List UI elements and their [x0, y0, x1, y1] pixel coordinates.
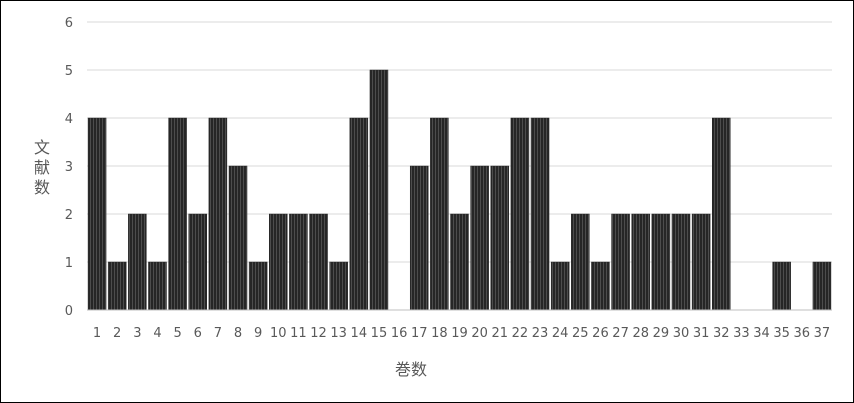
- x-tick-label: 5: [173, 326, 181, 341]
- x-axis-tick-labels: 1 2 3 4 5 6 7 8 9 10 11 12 13 14 15 16 17 18 19 20 21 22 23 24 2…: [93, 326, 830, 341]
- x-tick-label: 18: [431, 326, 448, 341]
- bar: [691, 213, 711, 311]
- x-tick-label: 12: [310, 326, 327, 341]
- x-tick-label: 35: [773, 326, 790, 341]
- y-tick-label: 6: [65, 16, 73, 31]
- x-tick-label: 29: [653, 326, 670, 341]
- x-tick-label: 28: [632, 326, 649, 341]
- bar: [550, 261, 570, 311]
- x-tick-label: 36: [794, 326, 811, 341]
- bar: [772, 261, 791, 311]
- x-tick-label: 27: [612, 326, 629, 341]
- x-tick-label: 2: [113, 326, 121, 341]
- y-tick-label: 5: [65, 64, 73, 79]
- x-tick-label: 9: [254, 326, 262, 341]
- bar: [168, 117, 187, 311]
- y-tick-label: 0: [65, 304, 73, 319]
- x-tick-label: 24: [552, 326, 569, 341]
- bar: [128, 213, 147, 311]
- bar: [309, 213, 328, 311]
- x-tick-label: 34: [753, 326, 770, 341]
- x-tick-label: 25: [572, 326, 589, 341]
- bar: [430, 117, 449, 311]
- bar: [289, 213, 308, 311]
- x-tick-label: 16: [391, 326, 408, 341]
- bar: [208, 117, 228, 311]
- bar: [349, 117, 369, 311]
- x-tick-label: 37: [814, 326, 831, 341]
- x-tick-label: 21: [491, 326, 508, 341]
- bar: [369, 69, 389, 311]
- x-tick-label: 8: [234, 326, 242, 341]
- x-tick-label: 31: [693, 326, 710, 341]
- y-tick-label: 1: [65, 256, 73, 271]
- bar: [329, 261, 348, 311]
- bar: [269, 213, 288, 311]
- bar: [148, 261, 167, 311]
- bar: [651, 213, 671, 311]
- x-tick-label: 17: [411, 326, 428, 341]
- bar: [87, 117, 107, 311]
- bar: [248, 261, 268, 311]
- bar: [671, 213, 691, 311]
- bar: [571, 213, 590, 311]
- x-tick-label: 13: [330, 326, 347, 341]
- bar: [712, 117, 731, 311]
- x-tick-label: 19: [451, 326, 468, 341]
- x-tick-label: 22: [512, 326, 529, 341]
- x-tick-label: 30: [673, 326, 690, 341]
- bars: [87, 69, 832, 311]
- bar: [510, 117, 530, 311]
- bar: [591, 261, 610, 311]
- bar: [470, 165, 489, 311]
- x-tick-label: 11: [290, 326, 307, 341]
- x-tick-label: 15: [371, 326, 388, 341]
- bar: [107, 261, 127, 311]
- bar: [450, 213, 469, 311]
- x-tick-label: 26: [592, 326, 609, 341]
- x-tick-label: 33: [733, 326, 750, 341]
- y-tick-label: 3: [65, 160, 73, 175]
- x-tick-label: 4: [153, 326, 161, 341]
- x-tick-label: 10: [270, 326, 287, 341]
- x-tick-label: 20: [471, 326, 488, 341]
- bar: [188, 213, 207, 311]
- x-axis-title: 巻数: [395, 360, 427, 379]
- bar: [490, 165, 510, 311]
- y-axis-title: 文献数: [34, 138, 50, 197]
- x-tick-label: 14: [351, 326, 368, 341]
- x-tick-label: 1: [93, 326, 101, 341]
- x-tick-label: 7: [214, 326, 222, 341]
- x-tick-label: 32: [713, 326, 730, 341]
- y-axis-tick-labels: 0 1 2 3 4 5 6: [65, 16, 73, 319]
- bar: [409, 165, 429, 311]
- bar: [812, 261, 832, 311]
- x-tick-label: 3: [133, 326, 141, 341]
- bar: [611, 213, 630, 311]
- x-tick-label: 23: [532, 326, 549, 341]
- y-tick-label: 4: [65, 112, 73, 127]
- bar: [631, 213, 650, 311]
- y-tick-label: 2: [65, 208, 73, 223]
- x-tick-label: 6: [194, 326, 202, 341]
- bar: [228, 165, 248, 311]
- bar: [530, 117, 550, 311]
